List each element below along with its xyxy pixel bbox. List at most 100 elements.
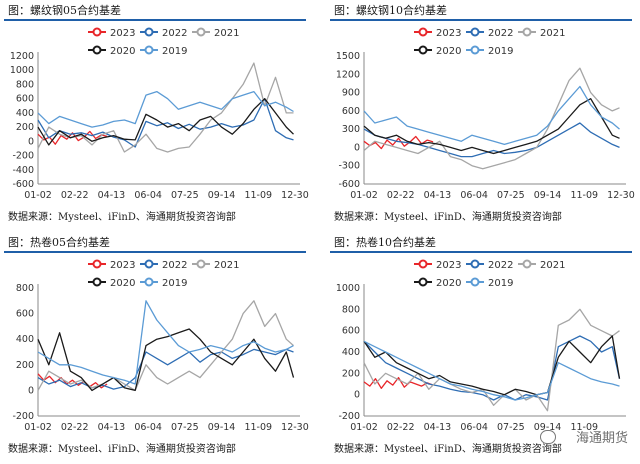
chart-panel-rebar-05: 图：螺纹钢05合约基差 2023 2022 2021 2020 2019 -600 -400… xyxy=(0,0,310,232)
y-tick-label: 800 xyxy=(342,304,360,315)
y-tick-label: -400 xyxy=(12,165,34,176)
x-tick-label: 02-22 xyxy=(61,190,89,201)
watermark: 海通期货 xyxy=(575,431,628,446)
svg-text:2023: 2023 xyxy=(436,28,461,39)
svg-text:2022: 2022 xyxy=(162,28,187,39)
legend-entry-2022: 2022 xyxy=(466,27,513,39)
data-source-note: 数据来源：Mysteel、iFinD、海通期货投资咨询部 xyxy=(8,444,236,455)
series-line-2023 xyxy=(37,373,108,389)
svg-text:2020: 2020 xyxy=(110,278,135,289)
x-tick-label: 06-04 xyxy=(460,422,488,433)
series-line-2020 xyxy=(363,335,621,396)
y-tick-label: 0 xyxy=(354,142,360,153)
wechat-icon xyxy=(540,430,556,444)
y-tick-label: 0 xyxy=(354,390,360,401)
legend-entry-2020: 2020 xyxy=(414,277,461,289)
series-line-2020 xyxy=(37,328,295,392)
x-tick-label: 11-09 xyxy=(570,422,598,433)
x-tick-label: 04-13 xyxy=(424,422,452,433)
y-tick-label: 600 xyxy=(342,106,360,117)
svg-text:2021: 2021 xyxy=(214,28,239,39)
series-line-2021 xyxy=(363,67,620,170)
x-tick-label: 02-22 xyxy=(387,422,415,433)
series-line-2019 xyxy=(363,85,620,146)
y-tick-label: -600 xyxy=(12,179,34,190)
x-tick-label: 09-14 xyxy=(534,422,562,433)
y-tick-label: 1200 xyxy=(336,69,360,80)
series-line-2021 xyxy=(363,308,620,412)
series-line-2023 xyxy=(363,376,434,389)
series-line-2022 xyxy=(37,98,294,148)
legend-entry-2023: 2023 xyxy=(414,259,461,271)
x-tick-label: 01-02 xyxy=(24,422,52,433)
svg-text:2019: 2019 xyxy=(488,46,513,57)
legend-entry-2019: 2019 xyxy=(140,45,187,57)
series-line-2022 xyxy=(37,348,294,390)
x-tick-label: 07-25 xyxy=(497,422,525,433)
series-line-2023 xyxy=(363,135,434,150)
y-tick-label: 0 xyxy=(28,385,34,396)
legend-entry-2023: 2023 xyxy=(414,27,461,39)
x-tick-label: 06-04 xyxy=(134,422,162,433)
legend-entry-2023: 2023 xyxy=(88,27,135,39)
legend-entry-2021: 2021 xyxy=(192,27,239,39)
legend-entry-2023: 2023 xyxy=(88,259,135,271)
y-tick-label: 1000 xyxy=(10,65,34,76)
x-tick-label: 02-22 xyxy=(387,190,415,201)
y-tick-label: 600 xyxy=(342,326,360,337)
y-tick-label: 300 xyxy=(342,124,360,135)
x-tick-label: 07-25 xyxy=(171,422,199,433)
svg-text:2021: 2021 xyxy=(214,260,239,271)
x-tick-label: 12-30 xyxy=(607,190,635,201)
svg-text:2022: 2022 xyxy=(488,260,513,271)
y-tick-label: -600 xyxy=(338,179,360,190)
x-tick-label: 09-14 xyxy=(208,190,236,201)
legend-entry-2021: 2021 xyxy=(518,27,565,39)
data-source-note: 数据来源：Mysteel、iFinD、海通期货投资咨询部 xyxy=(334,212,562,223)
legend-entry-2019: 2019 xyxy=(140,277,187,289)
legend-entry-2022: 2022 xyxy=(466,259,513,271)
series-line-2020 xyxy=(363,98,620,155)
y-tick-label: -200 xyxy=(338,411,360,422)
series-line-2020 xyxy=(37,98,294,146)
series-line-2022 xyxy=(363,335,621,401)
chart-title: 图：热卷05合约基差 xyxy=(8,236,110,249)
data-source-note: 数据来源：Mysteel、iFinD、海通期货投资咨询部 xyxy=(334,444,562,455)
svg-text:2023: 2023 xyxy=(110,28,135,39)
data-source-note: 数据来源：Mysteel、iFinD、海通期货投资咨询部 xyxy=(8,212,236,223)
y-tick-label: 600 xyxy=(16,309,34,320)
legend-entry-2019: 2019 xyxy=(466,277,513,289)
svg-text:2021: 2021 xyxy=(540,260,565,271)
series-line-2019 xyxy=(363,340,620,401)
x-tick-label: 07-25 xyxy=(497,190,525,201)
y-tick-label: -200 xyxy=(12,411,34,422)
x-tick-label: 06-04 xyxy=(460,190,488,201)
chart-panel-rebar-10: 图：螺纹钢10合约基差 2023 2022 2021 2020 2019 -600 -300… xyxy=(326,0,636,232)
svg-text:2022: 2022 xyxy=(488,28,513,39)
y-tick-label: 1500 xyxy=(336,51,360,62)
series-line-2019 xyxy=(37,300,294,385)
legend-entry-2021: 2021 xyxy=(192,259,239,271)
y-tick-label: -200 xyxy=(12,151,34,162)
x-tick-label: 09-14 xyxy=(208,422,236,433)
svg-text:2020: 2020 xyxy=(436,278,461,289)
legend-entry-2022: 2022 xyxy=(140,27,187,39)
series-line-2021 xyxy=(37,300,294,392)
y-tick-label: 1000 xyxy=(336,283,360,294)
chart-title: 图：螺纹钢10合约基差 xyxy=(334,4,447,17)
title-divider xyxy=(330,19,632,21)
y-tick-label: 400 xyxy=(16,108,34,119)
x-tick-label: 11-09 xyxy=(570,190,598,201)
x-tick-label: 06-04 xyxy=(134,190,162,201)
legend-entry-2020: 2020 xyxy=(414,45,461,57)
chart-panel-hrc-05: 图：热卷05合约基差 2023 2022 2021 2020 2019 -200 0 200 4… xyxy=(0,232,310,464)
svg-text:2019: 2019 xyxy=(162,278,187,289)
chart-plot: 2023 2022 2021 2020 2019 -200 0 200 400 600 800 01-… xyxy=(12,259,309,433)
svg-text:2020: 2020 xyxy=(110,46,135,57)
legend-entry-2019: 2019 xyxy=(466,45,513,57)
chart-plot: 2023 2022 2021 2020 2019 -600 -400 -200 0 200 400 6… xyxy=(10,27,309,201)
svg-text:2019: 2019 xyxy=(162,46,187,57)
x-tick-label: 09-14 xyxy=(534,190,562,201)
x-tick-label: 01-02 xyxy=(350,422,378,433)
chart-title: 图：热卷10合约基差 xyxy=(334,236,436,249)
